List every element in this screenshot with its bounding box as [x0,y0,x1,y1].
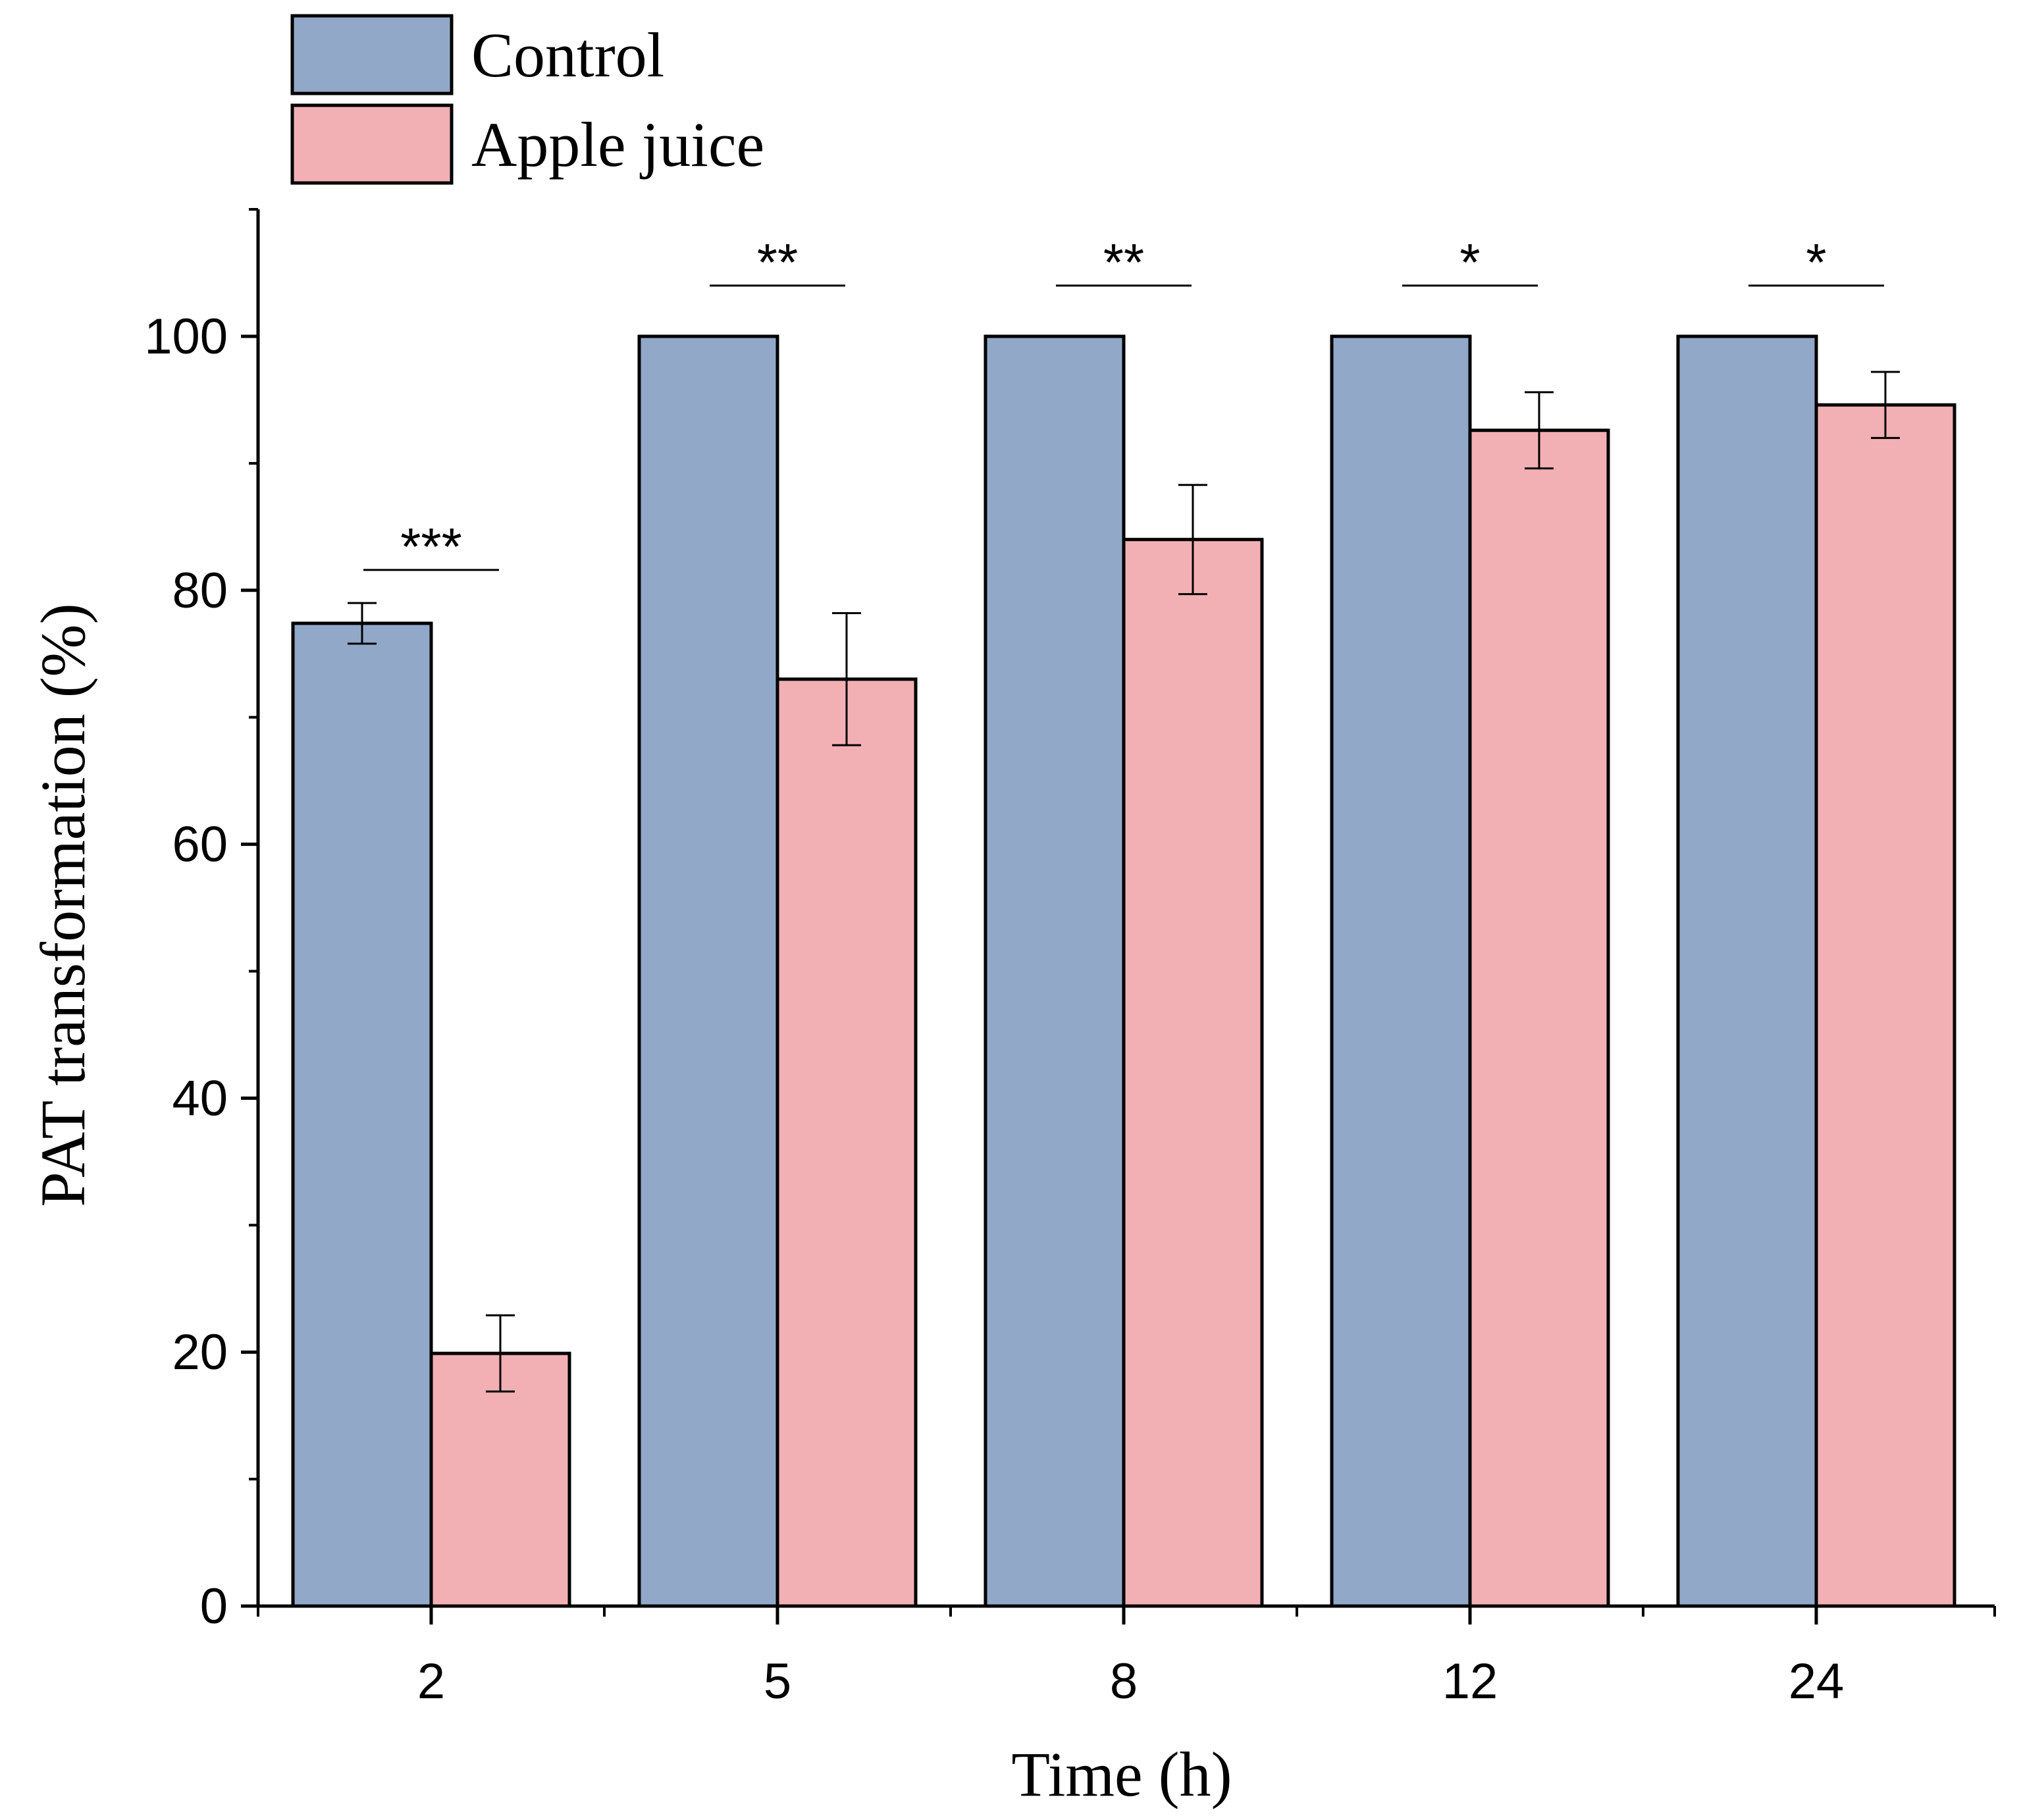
y-tick-label: 20 [172,1324,228,1380]
y-tick-label: 100 [144,309,228,365]
significance-label: ** [757,233,798,292]
bar-control-2h [291,621,433,1608]
significance-label: * [1459,233,1480,292]
significance-layer: ***** ** * * [363,233,1884,576]
x-tick-label: 5 [764,1653,791,1709]
y-tick-label: 40 [172,1070,228,1126]
significance-label: ** [1103,233,1144,292]
legend-item-apple-juice: Apple juice [290,103,764,185]
error-bar-apple-juice-2h [486,1314,515,1393]
error-bar-apple-juice-8h [1178,484,1207,596]
x-tick-label: 8 [1110,1653,1138,1709]
axes-layer: 0 20 40 60 80 100 2 5 8 12 24 [144,208,1996,1709]
bar-control-5h [637,334,779,1608]
bar-control-24h [1676,334,1818,1608]
bar-apple-juice-8h [1122,538,1264,1608]
significance-marker-2h: *** [363,517,499,576]
y-tick-label: 0 [200,1578,228,1634]
significance-marker-24h: * [1748,233,1884,292]
error-bar-apple-juice-24h [1871,371,1900,439]
error-bar-control-2h [348,602,377,645]
legend-label: Control [471,20,664,90]
x-tick-label: 24 [1789,1653,1845,1709]
x-tick-label: 2 [417,1653,445,1709]
bar-apple-juice-24h [1814,403,1956,1608]
legend: Control Apple juice [290,14,764,185]
legend-swatch [290,103,454,185]
significance-marker-8h: ** [1056,233,1192,292]
significance-label: * [1806,233,1826,292]
legend-swatch [290,14,454,95]
significance-marker-5h: ** [710,233,845,292]
x-tick-label: 12 [1442,1653,1498,1709]
significance-marker-12h: * [1402,233,1538,292]
legend-label: Apple juice [471,109,764,180]
error-bars-layer [348,371,1900,1393]
error-bar-apple-juice-5h [832,612,861,746]
y-axis-title: PAT transformation (%) [28,603,98,1207]
bars-layer [291,334,1956,1608]
bar-control-8h [984,334,1126,1608]
significance-label: *** [400,517,461,576]
bar-control-12h [1330,334,1472,1608]
bar-apple-juice-12h [1468,429,1610,1608]
y-tick-label: 60 [172,817,228,873]
bar-apple-juice-5h [775,677,918,1608]
y-tick-label: 80 [172,563,228,619]
error-bar-apple-juice-12h [1525,391,1554,470]
x-axis-title: Time (h) [1011,1739,1232,1809]
legend-item-control: Control [290,14,664,95]
bar-apple-juice-2h [429,1351,571,1608]
